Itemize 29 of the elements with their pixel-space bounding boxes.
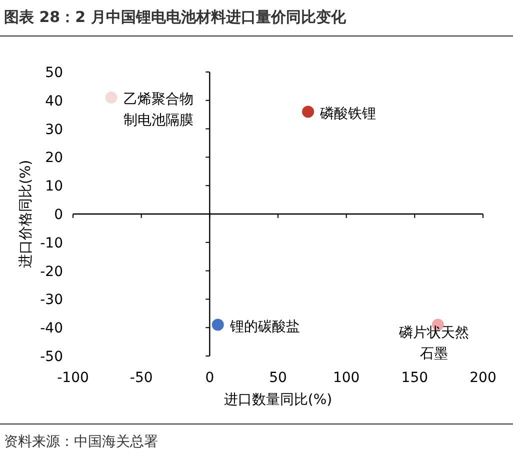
series-label: 锂的碳酸盐 xyxy=(228,318,300,335)
y-tick-label: 50 xyxy=(45,65,63,81)
y-tick-label: 40 xyxy=(45,93,63,110)
y-tick-label: -40 xyxy=(40,320,63,337)
y-tick-label: -10 xyxy=(40,235,63,252)
y-tick-label: -20 xyxy=(40,264,63,280)
x-tick-label: -100 xyxy=(57,370,89,386)
y-tick-label: 20 xyxy=(45,150,63,166)
text: 资料来源：中国海关总署 xyxy=(4,434,158,450)
series-label: 乙烯聚合物制电池隔膜 xyxy=(123,92,194,129)
x-tick-label: -50 xyxy=(130,370,153,386)
y-tick-label: 30 xyxy=(45,122,63,138)
chart-title: 图表 28：2 月中国锂电电池材料进口量价同比变化 xyxy=(4,8,347,26)
x-tick-label: 200 xyxy=(470,370,496,386)
x-tick-label: 50 xyxy=(269,370,287,386)
series-label: 磷酸铁锂 xyxy=(319,106,376,122)
y-tick-label: 0 xyxy=(54,207,63,223)
point xyxy=(105,92,118,104)
y-tick-label: -50 xyxy=(40,349,63,365)
point xyxy=(212,318,224,331)
y-axis-title: 进口价格同比(%) xyxy=(18,160,34,268)
x-tick-label: 0 xyxy=(205,370,214,386)
x-tick-label: 150 xyxy=(401,370,428,386)
series-label: 磷片状天然石墨 xyxy=(398,324,469,362)
point xyxy=(302,106,314,118)
x-axis-title: 进口数量同比(%) xyxy=(224,392,332,408)
y-tick-label: -30 xyxy=(40,292,63,308)
x-tick-label: 100 xyxy=(332,370,360,386)
y-tick-label: 10 xyxy=(45,178,63,195)
